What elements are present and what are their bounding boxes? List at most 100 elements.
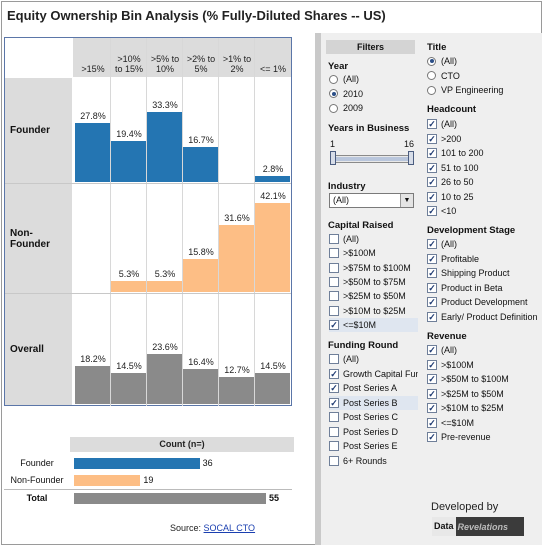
dev-stage-option-5[interactable]: ✓ Early/ Product Definition	[427, 310, 539, 324]
checkbox[interactable]: ✓	[427, 133, 437, 144]
bar-founder-5[interactable]	[255, 176, 290, 182]
capital-raised-option-2[interactable]: >$75M to $100M	[329, 261, 418, 275]
count-bar-2[interactable]	[74, 493, 266, 504]
chevron-down-icon[interactable]: ▼	[400, 194, 413, 207]
bar-overall-3[interactable]	[183, 369, 218, 404]
bar-overall-2[interactable]	[147, 354, 182, 404]
checkbox[interactable]: ✓	[427, 148, 437, 158]
checkbox[interactable]: ✓	[329, 319, 339, 330]
checkbox[interactable]	[329, 455, 339, 466]
funding-round-option-4[interactable]: Post Series C	[329, 410, 418, 424]
checkbox[interactable]: ✓	[427, 345, 437, 355]
bar-non-founder-3[interactable]	[183, 258, 218, 292]
title-option-1[interactable]: CTO	[427, 69, 460, 83]
funding-round-option-5[interactable]: Post Series D	[329, 425, 418, 439]
headcount-option-2[interactable]: ✓ 101 to 200	[427, 146, 484, 160]
checkbox[interactable]: ✓	[427, 432, 437, 442]
headcount-option-3[interactable]: ✓ 51 to 100	[427, 161, 479, 175]
checkbox[interactable]	[329, 441, 339, 451]
checkbox[interactable]: ✓	[427, 388, 437, 399]
revenue-option-1[interactable]: ✓ >$100M	[427, 358, 474, 372]
capital-raised-option-6[interactable]: ✓ <=$10M	[329, 317, 418, 332]
year-option-0[interactable]: (All)	[329, 72, 359, 86]
revenue-option-2[interactable]: ✓ >$50M to $100M	[427, 372, 509, 386]
dev-stage-option-1[interactable]: ✓ Profitable	[427, 252, 539, 266]
capital-raised-option-1[interactable]: >$100M	[329, 246, 418, 260]
checkbox[interactable]	[329, 305, 339, 316]
revenue-option-6[interactable]: ✓ Pre-revenue	[427, 430, 491, 444]
checkbox[interactable]	[329, 276, 339, 287]
bar-founder-3[interactable]	[183, 146, 218, 182]
checkbox[interactable]	[329, 262, 339, 273]
funding-round-option-3[interactable]: ✓ Post Series B	[329, 395, 418, 410]
title-option-2[interactable]: VP Engineering	[427, 83, 503, 97]
bar-overall-0[interactable]	[75, 365, 110, 404]
headcount-option-1[interactable]: ✓ >200	[427, 132, 461, 146]
funding-round-option-0[interactable]: (All)	[329, 352, 418, 366]
year-option-1[interactable]: 2010	[329, 87, 363, 101]
radio-button[interactable]	[427, 56, 436, 66]
capital-raised-option-4[interactable]: >$25M to $50M	[329, 289, 418, 303]
checkbox[interactable]	[329, 234, 339, 244]
checkbox[interactable]	[329, 291, 339, 302]
checkbox[interactable]: ✓	[427, 162, 437, 173]
count-bar-0[interactable]	[74, 458, 200, 469]
checkbox[interactable]: ✓	[427, 191, 437, 202]
checkbox[interactable]	[329, 248, 339, 259]
bar-founder-0[interactable]	[75, 123, 110, 182]
dev-stage-option-4[interactable]: ✓ Product Development	[427, 295, 539, 309]
checkbox[interactable]	[329, 354, 339, 364]
years-slider-min-handle[interactable]	[330, 151, 336, 165]
checkbox[interactable]: ✓	[329, 383, 339, 393]
radio-button[interactable]	[329, 103, 338, 113]
headcount-option-6[interactable]: ✓ <10	[427, 204, 456, 218]
checkbox[interactable]: ✓	[329, 397, 339, 408]
headcount-option-5[interactable]: ✓ 10 to 25	[427, 190, 474, 204]
checkbox[interactable]: ✓	[427, 417, 437, 428]
checkbox[interactable]: ✓	[427, 311, 437, 322]
checkbox[interactable]	[329, 426, 339, 437]
dev-stage-option-0[interactable]: ✓ (All)	[427, 237, 539, 251]
years-slider-max-handle[interactable]	[408, 151, 414, 165]
checkbox[interactable]: ✓	[427, 282, 437, 293]
count-bar-1[interactable]	[74, 475, 141, 486]
bar-non-founder-1[interactable]	[111, 280, 146, 292]
checkbox[interactable]: ✓	[329, 368, 339, 379]
year-option-2[interactable]: 2009	[329, 101, 363, 115]
data-revelations-logo[interactable]: Data Revelations	[432, 517, 524, 536]
source-link[interactable]: SOCAL CTO	[203, 523, 256, 533]
bar-non-founder-2[interactable]	[147, 280, 182, 292]
radio-button[interactable]	[329, 74, 338, 84]
revenue-option-4[interactable]: ✓ >$10M to $25M	[427, 401, 504, 415]
headcount-option-0[interactable]: ✓ (All)	[427, 117, 457, 131]
bar-founder-1[interactable]	[111, 141, 146, 182]
funding-round-option-1[interactable]: ✓ Growth Capital Fun	[329, 367, 418, 381]
bar-non-founder-4[interactable]	[219, 225, 254, 292]
checkbox[interactable]: ✓	[427, 359, 437, 370]
capital-raised-option-0[interactable]: (All)	[329, 232, 418, 246]
checkbox[interactable]: ✓	[427, 119, 437, 129]
bar-overall-5[interactable]	[255, 373, 290, 404]
revenue-option-3[interactable]: ✓ >$25M to $50M	[427, 387, 504, 401]
checkbox[interactable]: ✓	[427, 403, 437, 413]
industry-select[interactable]: (All) ▼	[329, 193, 414, 208]
bar-overall-1[interactable]	[111, 373, 146, 404]
dev-stage-option-2[interactable]: ✓ Shipping Product	[427, 266, 539, 280]
funding-round-option-2[interactable]: ✓ Post Series A	[329, 381, 418, 395]
capital-raised-option-3[interactable]: >$50M to $75M	[329, 275, 418, 289]
title-option-0[interactable]: (All)	[427, 54, 457, 68]
checkbox[interactable]: ✓	[427, 206, 437, 216]
radio-button[interactable]	[329, 89, 338, 98]
funding-round-option-6[interactable]: Post Series E	[329, 439, 418, 453]
capital-raised-option-5[interactable]: >$10M to $25M	[329, 304, 418, 318]
checkbox[interactable]: ✓	[427, 177, 437, 187]
bar-founder-2[interactable]	[147, 111, 182, 182]
checkbox[interactable]: ✓	[427, 239, 437, 249]
checkbox[interactable]	[329, 412, 339, 422]
checkbox[interactable]: ✓	[427, 268, 437, 278]
checkbox[interactable]: ✓	[427, 374, 437, 384]
revenue-option-0[interactable]: ✓ (All)	[427, 343, 457, 357]
checkbox[interactable]: ✓	[427, 297, 437, 307]
radio-button[interactable]	[427, 85, 436, 95]
bar-non-founder-5[interactable]	[255, 203, 290, 292]
